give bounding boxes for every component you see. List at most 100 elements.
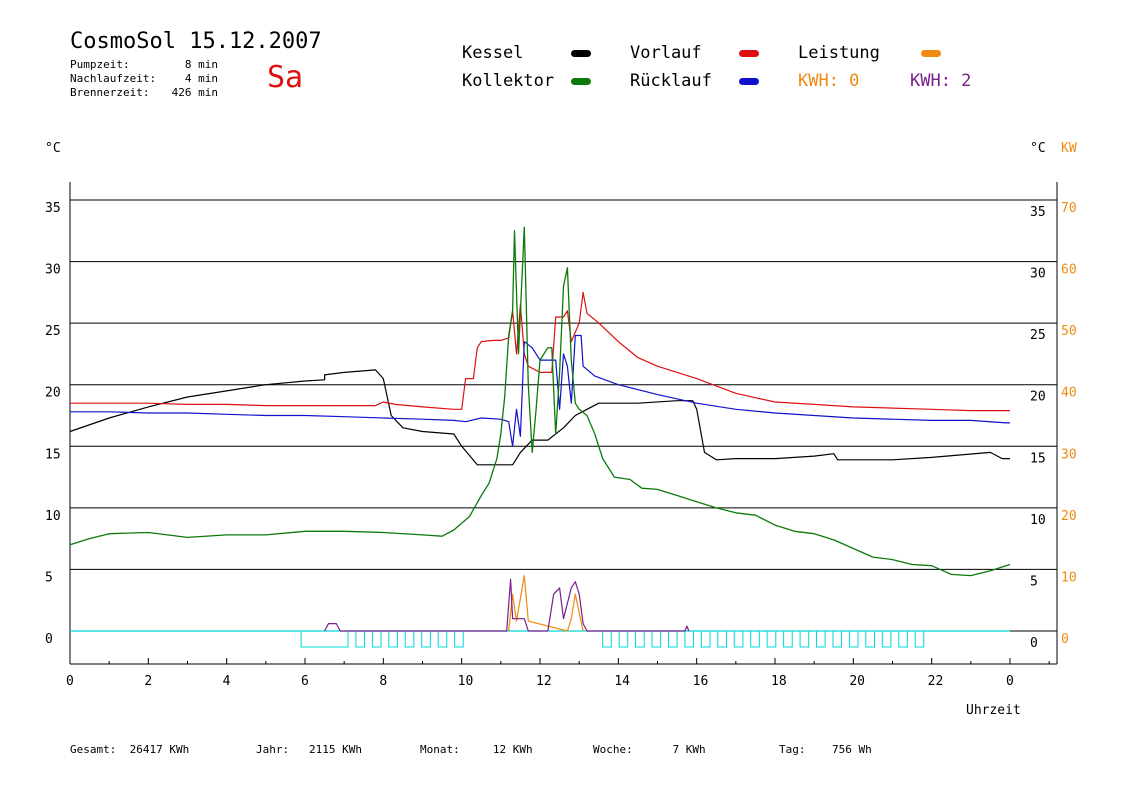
stat-label: Nachlaufzeit: bbox=[70, 72, 157, 85]
series-pump-block bbox=[437, 631, 448, 648]
series-pump-block bbox=[355, 631, 366, 648]
y2-tick-label: 50 bbox=[1061, 324, 1077, 339]
y-tick-label-left: 35 bbox=[45, 201, 61, 216]
series-pump-block bbox=[881, 631, 892, 648]
x-tick-label: 4 bbox=[223, 674, 231, 689]
footer-label: Woche: bbox=[593, 743, 633, 756]
y2-tick-label: 0 bbox=[1061, 632, 1069, 647]
series-pump-block bbox=[914, 631, 925, 648]
footer-value: 2115 KWh bbox=[309, 743, 362, 756]
legend-kessel: Kessel bbox=[462, 43, 524, 63]
y-tick-label-left: 15 bbox=[45, 447, 61, 462]
y-tick-label-right: 25 bbox=[1030, 328, 1046, 343]
footer-value: 7 KWh bbox=[672, 743, 706, 756]
series-pump-block bbox=[667, 631, 678, 648]
series-pump-block bbox=[651, 631, 662, 648]
series-pump-block bbox=[684, 631, 695, 648]
footer-tag: Tag: 756 Wh bbox=[779, 743, 872, 756]
y-axis-unit-right: °C bbox=[1030, 141, 1046, 156]
y-tick-label-left: 30 bbox=[45, 263, 61, 278]
series-pump-block bbox=[700, 631, 711, 648]
y-tick-label-right: 10 bbox=[1030, 513, 1046, 528]
legend-kollektor-swatch bbox=[571, 78, 591, 85]
series-pump-block bbox=[717, 631, 727, 648]
y2-tick-label: 30 bbox=[1061, 447, 1077, 462]
y2-tick-label: 10 bbox=[1061, 570, 1077, 585]
series-pump-block bbox=[618, 631, 629, 648]
stat-label: Brennerzeit: bbox=[70, 86, 150, 99]
legend-leistung-swatch bbox=[921, 50, 941, 57]
series-pump-block bbox=[421, 631, 431, 648]
series-pump-block bbox=[602, 631, 612, 648]
y-tick-label-right: 30 bbox=[1030, 267, 1046, 282]
x-tick-label: 10 bbox=[458, 674, 474, 689]
footer-value: 756 Wh bbox=[832, 743, 872, 756]
legend-kwh-purple: KWH: 2 bbox=[910, 71, 972, 91]
stat-row-nachlaufzeit: Nachlaufzeit: 4 min bbox=[70, 72, 218, 85]
footer-monat: Monat: 12 KWh bbox=[420, 743, 533, 756]
stat-label: Pumpzeit: bbox=[70, 58, 130, 71]
footer-value: 26417 KWh bbox=[129, 743, 190, 756]
footer-gesamt: Gesamt: 26417 KWh bbox=[70, 743, 189, 756]
x-tick-label: 20 bbox=[849, 674, 865, 689]
series-pump-block bbox=[635, 631, 645, 648]
x-tick-label: 2 bbox=[144, 674, 152, 689]
stat-row-pumpzeit: Pumpzeit: 8 min bbox=[70, 58, 218, 71]
stat-value: 4 min bbox=[184, 72, 218, 85]
x-tick-label: 0 bbox=[1006, 674, 1014, 689]
series-pump-block bbox=[865, 631, 875, 648]
legend-ruecklauf-swatch bbox=[739, 78, 759, 85]
legend-vorlauf: Vorlauf bbox=[630, 43, 702, 63]
legend-kessel-swatch bbox=[571, 50, 591, 57]
series-leistung-line bbox=[508, 574, 584, 632]
series-rcklauf-line bbox=[70, 334, 1010, 447]
series-pump-block bbox=[783, 631, 793, 648]
series-kessel-line bbox=[69, 369, 1010, 466]
series-pump-block bbox=[816, 631, 826, 648]
y-tick-label-right: 5 bbox=[1030, 574, 1038, 589]
y2-tick-label: 70 bbox=[1061, 201, 1077, 216]
series-kollektor-line bbox=[69, 226, 1011, 577]
footer-label: Jahr: bbox=[256, 743, 290, 756]
legend-kollektor: Kollektor bbox=[462, 71, 555, 91]
footer-woche: Woche: 7 KWh bbox=[593, 743, 706, 756]
y2-tick-label: 40 bbox=[1061, 386, 1077, 401]
y-tick-label-left: 10 bbox=[45, 509, 61, 524]
y-tick-label-left: 25 bbox=[45, 324, 61, 339]
footer-value: 12 KWh bbox=[492, 743, 533, 756]
y-tick-label-left: 0 bbox=[45, 632, 53, 647]
series-kwh-line bbox=[324, 578, 690, 632]
series-pump-block bbox=[371, 631, 382, 648]
x-tick-label: 22 bbox=[928, 674, 944, 689]
y-tick-label-right: 0 bbox=[1030, 636, 1038, 651]
y-tick-label-right: 20 bbox=[1030, 390, 1046, 405]
stat-value: 426 min bbox=[171, 86, 218, 99]
y2-axis-unit: KW bbox=[1061, 141, 1077, 156]
y2-tick-label: 20 bbox=[1061, 509, 1077, 524]
series-pump-block bbox=[404, 631, 415, 648]
stat-value: 8 min bbox=[184, 58, 218, 71]
series-pump-block bbox=[300, 631, 349, 648]
series-pump-block bbox=[848, 631, 859, 648]
series-pump-block bbox=[832, 631, 843, 648]
series-pump-block bbox=[750, 631, 760, 648]
series-pump-block bbox=[898, 631, 908, 648]
series-pump-block bbox=[388, 631, 398, 648]
stat-row-brennerzeit: Brennerzeit: 426 min bbox=[70, 86, 218, 99]
y-tick-label-left: 20 bbox=[45, 386, 61, 401]
x-axis-label: Uhrzeit bbox=[966, 703, 1021, 718]
weekday-label: Sa bbox=[267, 60, 304, 95]
footer-label: Monat: bbox=[420, 743, 460, 756]
series-pump-block bbox=[454, 631, 464, 648]
legend-ruecklauf: Rücklauf bbox=[630, 71, 712, 91]
y-tick-label-left: 5 bbox=[45, 570, 53, 585]
y2-tick-label: 60 bbox=[1061, 263, 1077, 278]
footer-label: Tag: bbox=[779, 743, 806, 756]
y-axis-unit-left: °C bbox=[45, 141, 61, 156]
x-tick-label: 14 bbox=[614, 674, 630, 689]
footer-jahr: Jahr: 2115 KWh bbox=[256, 743, 362, 756]
y-tick-label-right: 35 bbox=[1030, 205, 1046, 220]
y-tick-label-right: 15 bbox=[1030, 451, 1046, 466]
x-tick-label: 8 bbox=[379, 674, 387, 689]
